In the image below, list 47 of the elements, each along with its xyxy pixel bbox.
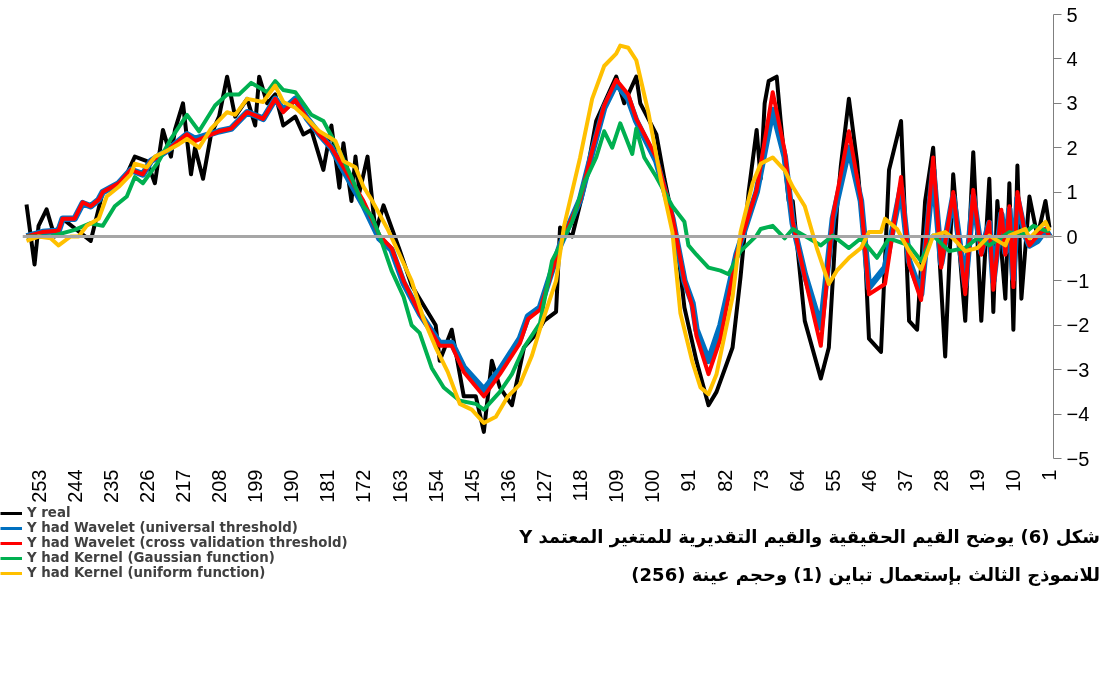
x-tick-label: 37: [894, 469, 917, 492]
x-tick-label: 136: [496, 469, 519, 503]
x-tick-label: 253: [27, 469, 50, 503]
legend-label: Y had Kernel (uniform function): [27, 565, 266, 580]
y-tick-label: −1: [1066, 269, 1090, 292]
x-tick-label: 226: [135, 469, 158, 503]
y-tick-label: −4: [1066, 403, 1090, 426]
x-tick-label: 163: [388, 469, 411, 503]
text: شكل (6) يوضح القيم الحقيقية والقيم التقديرية للمتغير المعتمد Y: [519, 526, 1100, 547]
legend-label: Y had Kernel (Gaussian function): [27, 550, 275, 565]
y-tick-label: −2: [1066, 314, 1090, 337]
y-tick-label: 5: [1066, 3, 1078, 26]
x-tick-label: 91: [677, 469, 700, 492]
x-tick-label: 190: [280, 469, 303, 503]
text: للانموذج الثالث بإستعمال تباين (1) وحجم عينة (256): [631, 564, 1100, 585]
legend-label: Y had Wavelet (cross validation threshold): [27, 535, 348, 550]
y-tick-label: 4: [1066, 47, 1078, 70]
x-tick-label: 55: [821, 469, 844, 492]
x-tick-label: 19: [966, 469, 989, 492]
legend-label: Y had Wavelet (universal threshold): [27, 520, 298, 535]
y-tick-label: 0: [1066, 225, 1078, 248]
legend-label: Y real: [27, 505, 71, 520]
x-tick-label: 145: [460, 469, 483, 503]
y-tick-label: −3: [1066, 358, 1090, 381]
x-tick-label: 172: [352, 469, 375, 503]
x-tick-label: 1: [1038, 469, 1061, 481]
y-tick-label: 1: [1066, 181, 1078, 204]
y-tick-label: −5: [1066, 447, 1090, 470]
x-tick-label: 64: [785, 469, 808, 492]
x-tick-label: 235: [99, 469, 122, 503]
x-tick-label: 46: [857, 469, 880, 492]
y-tick-label: 3: [1066, 92, 1078, 115]
x-tick-label: 199: [244, 469, 267, 503]
x-tick-label: 127: [533, 469, 556, 503]
x-tick-label: 73: [749, 469, 772, 492]
x-tick-label: 118: [569, 469, 592, 502]
x-tick-label: 217: [171, 469, 194, 503]
x-tick-label: 100: [641, 469, 664, 503]
x-tick-label: 244: [63, 469, 86, 503]
x-tick-label: 109: [605, 469, 628, 503]
x-tick-label: 28: [930, 469, 953, 492]
x-tick-label: 82: [713, 469, 736, 492]
y-tick-label: 2: [1066, 136, 1078, 159]
x-tick-label: 10: [1002, 469, 1025, 492]
x-tick-label: 154: [424, 469, 447, 503]
x-tick-label: 208: [208, 469, 231, 503]
x-tick-label: 181: [316, 469, 339, 503]
